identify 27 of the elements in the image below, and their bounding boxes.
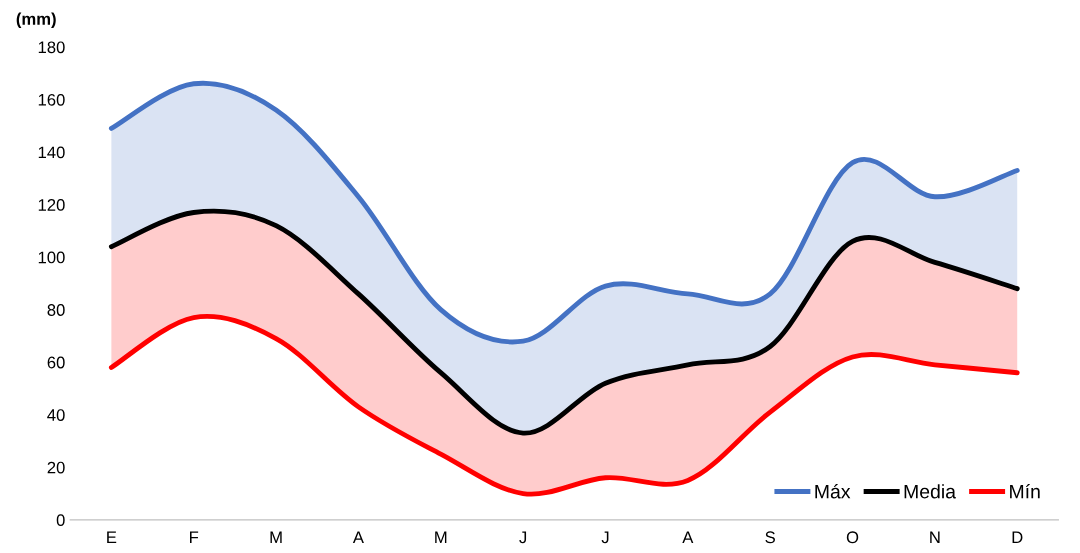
y-tick-label: 20 xyxy=(47,461,65,474)
x-tick-label: D xyxy=(1012,531,1023,544)
x-tick-label: A xyxy=(682,531,694,544)
x-tick-label: M xyxy=(270,531,282,544)
legend-label: Máx xyxy=(815,483,851,499)
y-tick-label: 0 xyxy=(56,514,65,527)
x-tick-label: N xyxy=(930,531,940,544)
legend-label: Mín xyxy=(1010,483,1040,499)
y-tick-label: 160 xyxy=(38,93,65,106)
line-series xyxy=(108,80,1020,345)
x-tick-label: M xyxy=(435,531,447,544)
x-tick-label: J xyxy=(519,531,527,544)
y-tick-label: 80 xyxy=(47,304,65,316)
x-tick-label: J xyxy=(601,531,609,544)
x-tick-label: E xyxy=(107,531,117,544)
legend-label: Media xyxy=(904,484,956,499)
x-tick-label: F xyxy=(190,531,199,544)
y-axis-title: (mm) xyxy=(16,12,56,29)
x-tick-label: A xyxy=(352,531,364,544)
y-tick-label: 180 xyxy=(38,41,65,54)
x-tick-label: O xyxy=(846,531,859,544)
y-tick-label: 60 xyxy=(47,356,65,369)
y-tick-label: 140 xyxy=(38,146,65,159)
y-tick-label: 120 xyxy=(38,199,65,211)
x-tick-label: S xyxy=(765,531,775,544)
y-tick-label: 100 xyxy=(38,251,65,264)
y-tick-label: 40 xyxy=(47,409,65,421)
